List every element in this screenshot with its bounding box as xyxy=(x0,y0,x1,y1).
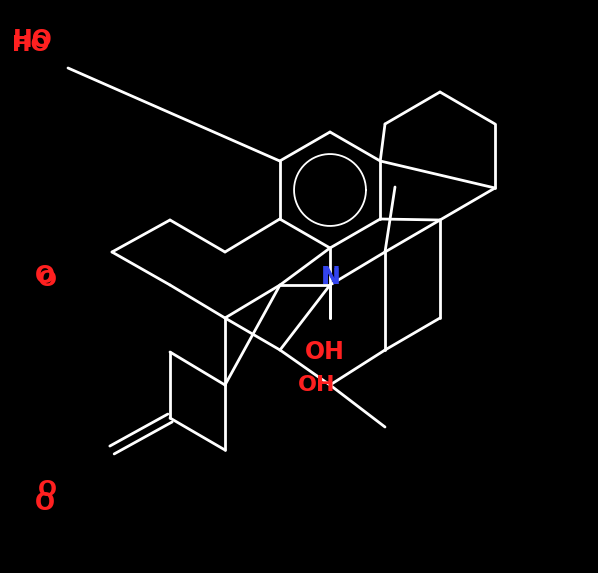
Text: OH: OH xyxy=(298,375,335,395)
Text: O: O xyxy=(38,480,57,500)
Text: OH: OH xyxy=(305,340,345,364)
Text: O: O xyxy=(35,491,55,515)
Text: HO: HO xyxy=(13,28,53,52)
Text: N: N xyxy=(322,268,340,288)
Text: O: O xyxy=(35,264,55,288)
Text: HO: HO xyxy=(12,35,50,55)
Text: O: O xyxy=(38,270,57,290)
Text: N: N xyxy=(321,265,340,289)
